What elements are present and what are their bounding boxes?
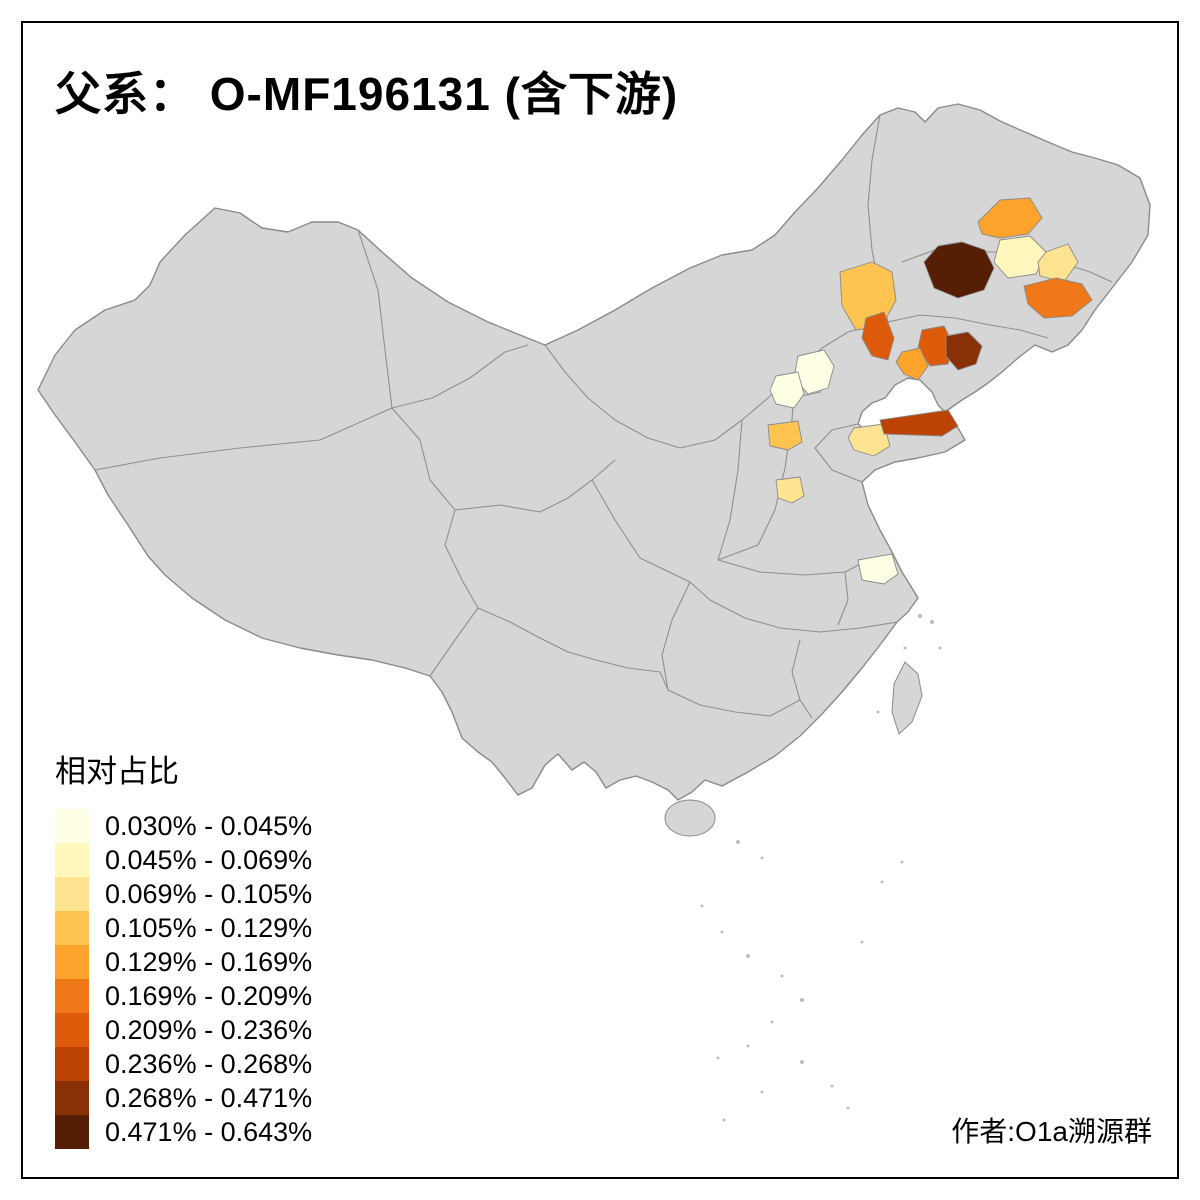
region-hebei-pale <box>769 371 805 409</box>
region-jilin-central-pale-a <box>993 235 1047 279</box>
legend-label: 0.169% - 0.209% <box>105 980 313 1011</box>
legend: 相对占比 0.030% - 0.045% 0.045% - 0.069% 0.0… <box>55 746 312 1149</box>
region-hebei-south-pale <box>775 476 805 504</box>
legend-label: 0.209% - 0.236% <box>105 1014 313 1045</box>
region-liaoning-dalian-dark <box>945 331 983 371</box>
page-title: 父系： O-MF196131 (含下游) <box>55 68 679 120</box>
legend-label: 0.129% - 0.169% <box>105 946 313 977</box>
region-hebei-west-orange <box>767 420 803 451</box>
legend-item: 0.169% - 0.209% <box>55 979 312 1013</box>
region-jiangsu-pale <box>857 553 899 585</box>
region-jilin-east-orange <box>1023 277 1093 319</box>
islands <box>664 661 923 837</box>
legend-swatch <box>55 945 89 979</box>
region-shandong-strip-dark <box>879 409 959 437</box>
legend-swatch <box>55 979 89 1013</box>
legend-item: 0.105% - 0.129% <box>55 911 312 945</box>
legend-item: 0.045% - 0.069% <box>55 843 312 877</box>
legend-swatch <box>55 843 89 877</box>
legend-label: 0.236% - 0.268% <box>105 1048 313 1079</box>
legend-swatch <box>55 877 89 911</box>
legend-swatch <box>55 1047 89 1081</box>
region-jilin-west-dark <box>923 241 995 299</box>
region-liaoning-west-stripe <box>861 311 895 361</box>
legend-label: 0.030% - 0.045% <box>105 810 313 841</box>
legend-item: 0.236% - 0.268% <box>55 1047 312 1081</box>
region-heilongjiang-orange <box>977 197 1043 239</box>
legend-item: 0.069% - 0.105% <box>55 877 312 911</box>
legend-label: 0.105% - 0.129% <box>105 912 313 943</box>
small-islands <box>700 614 942 1122</box>
region-liaodong-small <box>895 347 929 381</box>
legend-item: 0.471% - 0.643% <box>55 1115 312 1149</box>
legend-label: 0.045% - 0.069% <box>105 844 313 875</box>
hainan-island <box>664 799 716 837</box>
legend-label: 0.268% - 0.471% <box>105 1082 313 1113</box>
legend-label: 0.069% - 0.105% <box>105 878 313 909</box>
legend-swatch <box>55 809 89 843</box>
legend-title: 相对占比 <box>55 754 179 789</box>
legend-item: 0.209% - 0.236% <box>55 1013 312 1047</box>
legend-item: 0.030% - 0.045% <box>55 809 312 843</box>
legend-swatch <box>55 911 89 945</box>
legend-swatch <box>55 1115 89 1149</box>
taiwan-island <box>891 661 923 735</box>
legend-label: 0.471% - 0.643% <box>105 1116 313 1147</box>
legend-swatch <box>55 1081 89 1115</box>
author-credit: 作者:O1a溯源群 <box>951 1116 1152 1147</box>
legend-item: 0.129% - 0.169% <box>55 945 312 979</box>
legend-swatch <box>55 1013 89 1047</box>
legend-item: 0.268% - 0.471% <box>55 1081 312 1115</box>
